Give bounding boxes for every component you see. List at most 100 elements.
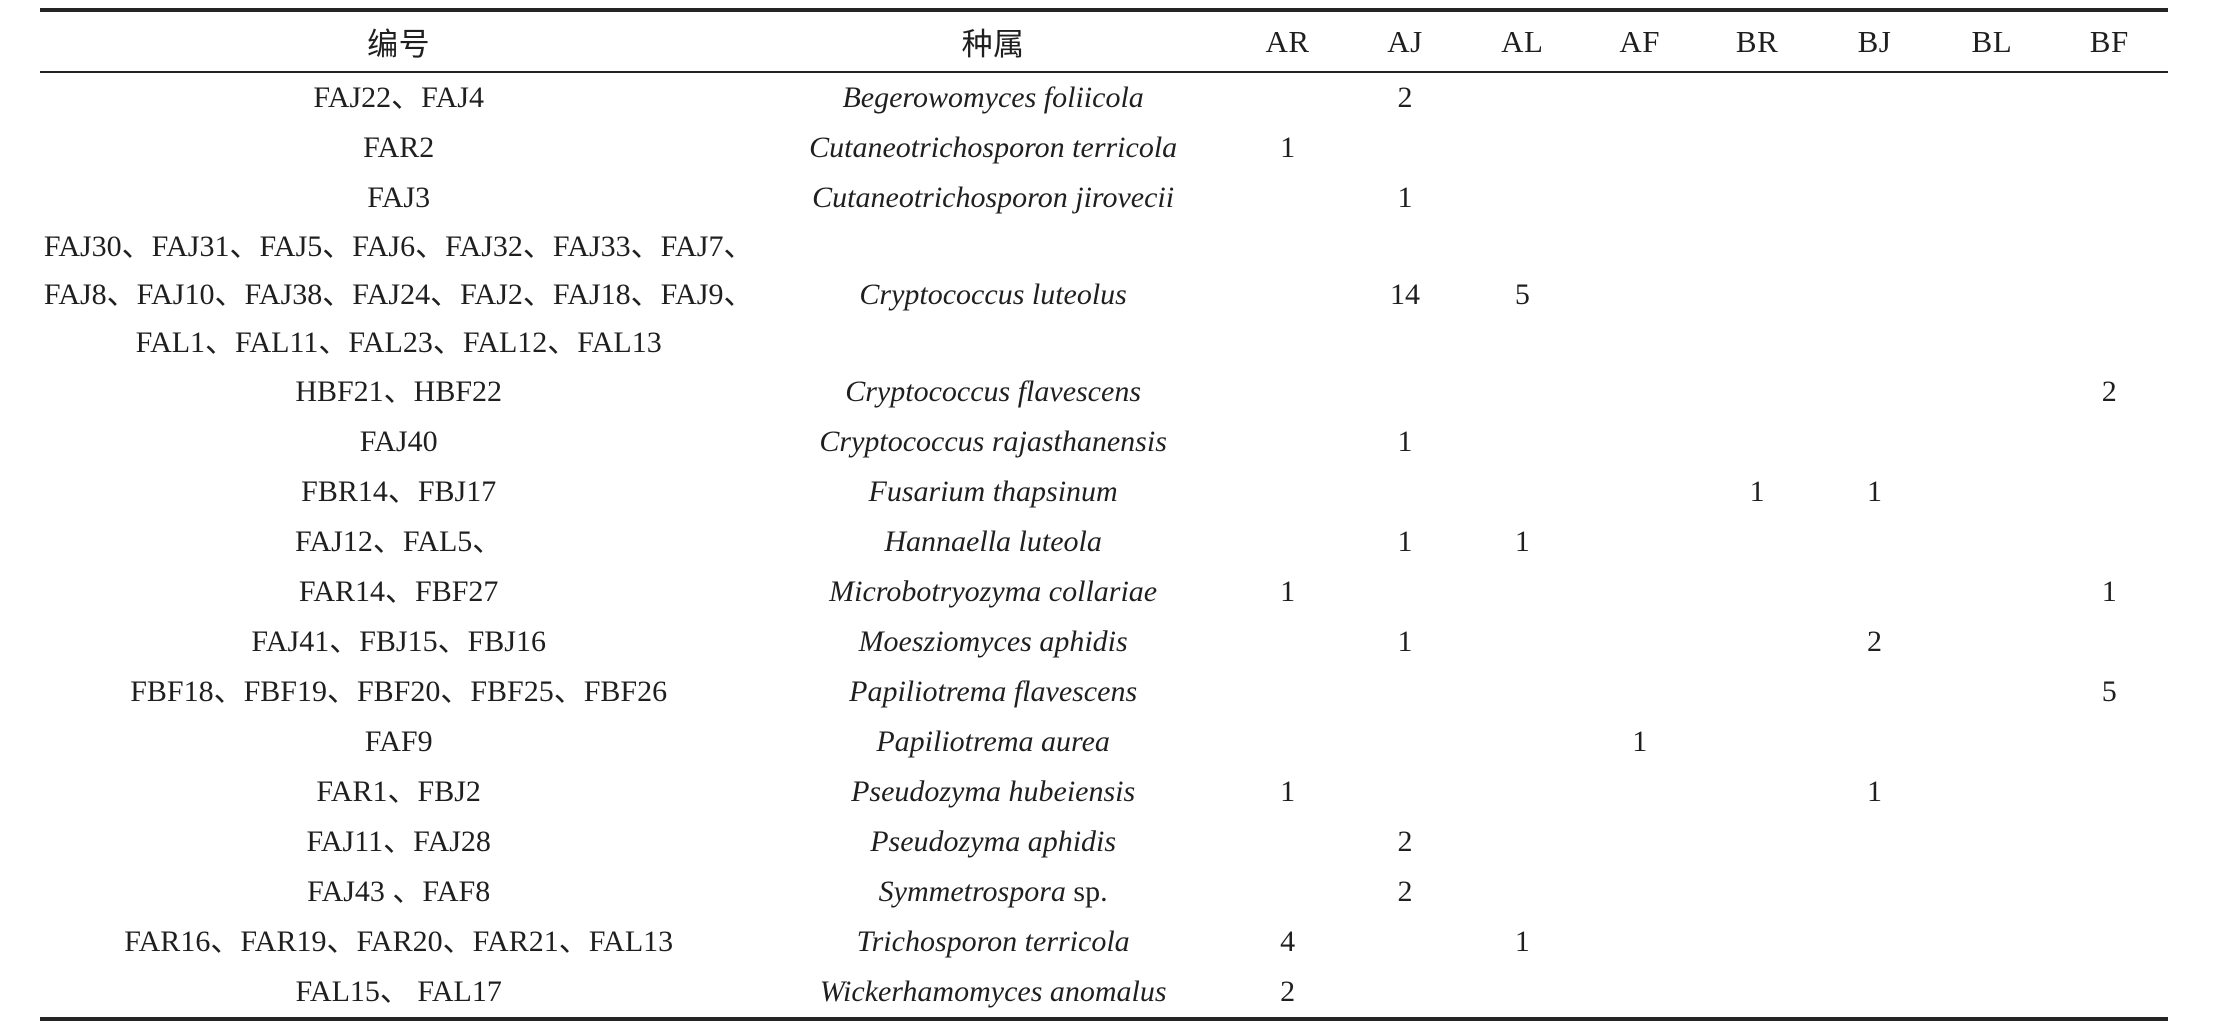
species-name: Begerowomyces foliicola — [842, 81, 1144, 114]
species-cell: Symmetrospora sp. — [757, 867, 1229, 917]
table-row: FAJ3 Cutaneotrichosporon jirovecii 1 — [40, 173, 2168, 223]
count-cell-al — [1464, 467, 1581, 517]
species-cell: Cryptococcus flavescens — [757, 367, 1229, 417]
species-name: Pseudozyma hubeiensis — [851, 775, 1136, 808]
count-cell-ar: 2 — [1280, 975, 1296, 1008]
count-cell-af — [1581, 417, 1698, 467]
species-cell: Cutaneotrichosporon jirovecii — [757, 173, 1229, 223]
species-cell: Hannaella luteola — [757, 517, 1229, 567]
count-cell-br — [1698, 717, 1815, 767]
count-cell-al — [1464, 367, 1581, 417]
count-cell-af — [1581, 173, 1698, 223]
species-name: Microbotryozyma collariae — [829, 575, 1158, 608]
count-cell-bl — [1933, 617, 2050, 667]
species-cell: Papiliotrema flavescens — [757, 667, 1229, 717]
count-cell-aj — [1346, 567, 1463, 617]
species-cell: Begerowomyces foliicola — [757, 72, 1229, 123]
count-cell-bl — [1933, 667, 2050, 717]
count-cell-af: 1 — [1632, 725, 1648, 758]
strain-id-cell: FAJ40 — [359, 425, 438, 458]
count-cell-bj — [1816, 173, 1933, 223]
table-row: FAR2 Cutaneotrichosporon terricola 1 — [40, 123, 2168, 173]
count-cell-bl — [1933, 917, 2050, 967]
count-cell-bj: 1 — [1866, 775, 1882, 808]
count-cell-ar — [1229, 617, 1346, 667]
count-cell-aj — [1346, 917, 1463, 967]
count-cell-aj: 2 — [1397, 875, 1413, 908]
strain-id-cell: FAL15、 FAL17 — [295, 975, 502, 1008]
species-name: Cutaneotrichosporon jirovecii — [812, 181, 1175, 214]
strain-id-cell: HBF21、HBF22 — [295, 375, 503, 408]
count-cell-bl — [1933, 817, 2050, 867]
species-suffix: sp. — [1065, 875, 1108, 908]
species-name: Cryptococcus flavescens — [845, 375, 1141, 408]
count-cell-br — [1698, 817, 1815, 867]
count-cell-ar: 1 — [1280, 575, 1296, 608]
count-cell-ar: 1 — [1280, 775, 1296, 808]
species-name: Cryptococcus luteolus — [859, 278, 1127, 311]
species-cell: Trichosporon terricola — [757, 917, 1229, 967]
count-cell-af — [1581, 617, 1698, 667]
count-cell-br — [1698, 567, 1815, 617]
count-cell-al: 1 — [1514, 925, 1530, 958]
table-row: FAL15、 FAL17 Wickerhamomyces anomalus 2 — [40, 967, 2168, 1019]
count-cell-al — [1464, 967, 1581, 1019]
table-row: FBR14、FBJ17 Fusarium thapsinum 1 1 — [40, 467, 2168, 517]
count-cell-bj — [1816, 223, 1933, 367]
count-cell-bj — [1816, 967, 1933, 1019]
count-cell-af — [1581, 917, 1698, 967]
count-cell-af — [1581, 223, 1698, 367]
count-cell-ar — [1229, 817, 1346, 867]
count-cell-aj — [1346, 367, 1463, 417]
species-name: Trichosporon terricola — [856, 925, 1130, 958]
strain-id-cell: FAJ3 — [367, 181, 431, 214]
strain-id-cell: FAR14、FBF27 — [298, 575, 499, 608]
count-cell-al — [1464, 72, 1581, 123]
count-cell-af — [1581, 967, 1698, 1019]
table-row: FAJ40 Cryptococcus rajasthanensis 1 — [40, 417, 2168, 467]
column-header-aj: AJ — [1346, 10, 1464, 73]
count-cell-al — [1464, 767, 1581, 817]
count-cell-bj — [1816, 567, 1933, 617]
count-cell-af — [1581, 72, 1698, 123]
species-name: Hannaella luteola — [884, 525, 1102, 558]
column-header-br: BR — [1698, 10, 1816, 73]
strain-id-cell: FAR2 — [363, 131, 435, 164]
count-cell-bf — [2051, 517, 2168, 567]
count-cell-aj: 2 — [1397, 81, 1413, 114]
count-cell-aj: 2 — [1397, 825, 1413, 858]
count-cell-bl — [1933, 223, 2050, 367]
species-name: Cryptococcus rajasthanensis — [819, 425, 1167, 458]
count-cell-al: 1 — [1514, 525, 1530, 558]
header-row: 编号 种属 AR AJ AL AF BR BJ BL BF — [40, 10, 2168, 73]
count-cell-ar — [1229, 467, 1346, 517]
count-cell-al — [1464, 617, 1581, 667]
count-cell-ar — [1229, 417, 1346, 467]
count-cell-br — [1698, 173, 1815, 223]
table-row: FAJ22、FAJ4 Begerowomyces foliicola 2 — [40, 72, 2168, 123]
species-name: Symmetrospora — [878, 875, 1066, 908]
count-cell-br — [1698, 123, 1815, 173]
strain-id-cell: FAF9 — [364, 725, 433, 758]
count-cell-ar — [1229, 867, 1346, 917]
count-cell-al — [1464, 867, 1581, 917]
count-cell-aj — [1346, 717, 1463, 767]
count-cell-al: 5 — [1514, 278, 1530, 311]
species-cell: Papiliotrema aurea — [757, 717, 1229, 767]
species-cell: Cryptococcus rajasthanensis — [757, 417, 1229, 467]
count-cell-ar — [1229, 173, 1346, 223]
table-row: FAJ11、FAJ28 Pseudozyma aphidis 2 — [40, 817, 2168, 867]
table-row: FAF9 Papiliotrema aurea 1 — [40, 717, 2168, 767]
table-row: FBF18、FBF19、FBF20、FBF25、FBF26 Papiliotrem… — [40, 667, 2168, 717]
count-cell-aj — [1346, 967, 1463, 1019]
count-cell-aj — [1346, 123, 1463, 173]
count-cell-al — [1464, 173, 1581, 223]
count-cell-bl — [1933, 717, 2050, 767]
count-cell-bf — [2051, 817, 2168, 867]
count-cell-ar — [1229, 367, 1346, 417]
count-cell-br — [1698, 417, 1815, 467]
table-row: FAJ41、FBJ15、FBJ16 Moesziomyces aphidis 1 2 — [40, 617, 2168, 667]
count-cell-af — [1581, 367, 1698, 417]
count-cell-br — [1698, 517, 1815, 567]
count-cell-bf — [2051, 617, 2168, 667]
